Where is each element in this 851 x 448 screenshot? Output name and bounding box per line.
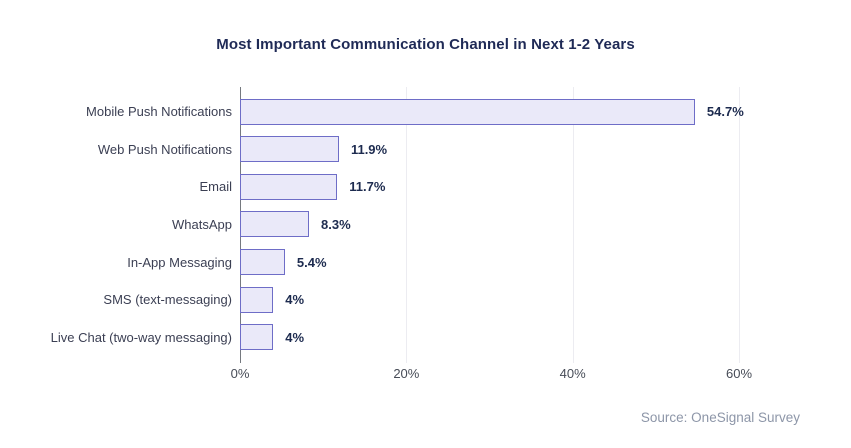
gridline-40% bbox=[572, 87, 574, 363]
source-caption: Source: OneSignal Survey bbox=[640, 410, 800, 425]
value-label: 4% bbox=[285, 292, 305, 308]
chart-title: Most Important Communication Channel in … bbox=[216, 36, 635, 53]
value-label: 54.7% bbox=[706, 104, 744, 120]
bar-whatsapp bbox=[240, 211, 310, 238]
bar-live-chat-two-way-messaging bbox=[240, 324, 274, 351]
category-label: Live Chat (two-way messaging) bbox=[50, 329, 232, 345]
gridline-20% bbox=[406, 87, 408, 363]
category-label: Email bbox=[199, 179, 232, 195]
value-label: 8.3% bbox=[321, 216, 351, 232]
value-label: 4% bbox=[285, 329, 305, 345]
value-label: 5.4% bbox=[296, 254, 327, 270]
bar-in-app-messaging bbox=[240, 249, 285, 276]
bar-mobile-push-notifications bbox=[240, 98, 695, 125]
category-label: In-App Messaging bbox=[127, 254, 232, 270]
bar-web-push-notifications bbox=[240, 136, 339, 163]
category-label: WhatsApp bbox=[172, 216, 232, 232]
category-label: Web Push Notifications bbox=[97, 141, 232, 157]
bar-email bbox=[240, 173, 338, 200]
bar-sms-text-messaging bbox=[240, 286, 274, 313]
value-label: 11.7% bbox=[349, 179, 386, 195]
value-label: 11.9% bbox=[350, 141, 388, 157]
category-label: Mobile Push Notifications bbox=[86, 104, 232, 120]
gridline-60% bbox=[739, 87, 740, 363]
x-tick-label-40%: 40% bbox=[559, 366, 586, 381]
x-tick-label-60%: 60% bbox=[725, 366, 753, 381]
x-tick-label-0%: 0% bbox=[230, 366, 250, 381]
x-tick-label-20%: 20% bbox=[393, 366, 420, 381]
category-label: SMS (text-messaging) bbox=[103, 292, 232, 308]
